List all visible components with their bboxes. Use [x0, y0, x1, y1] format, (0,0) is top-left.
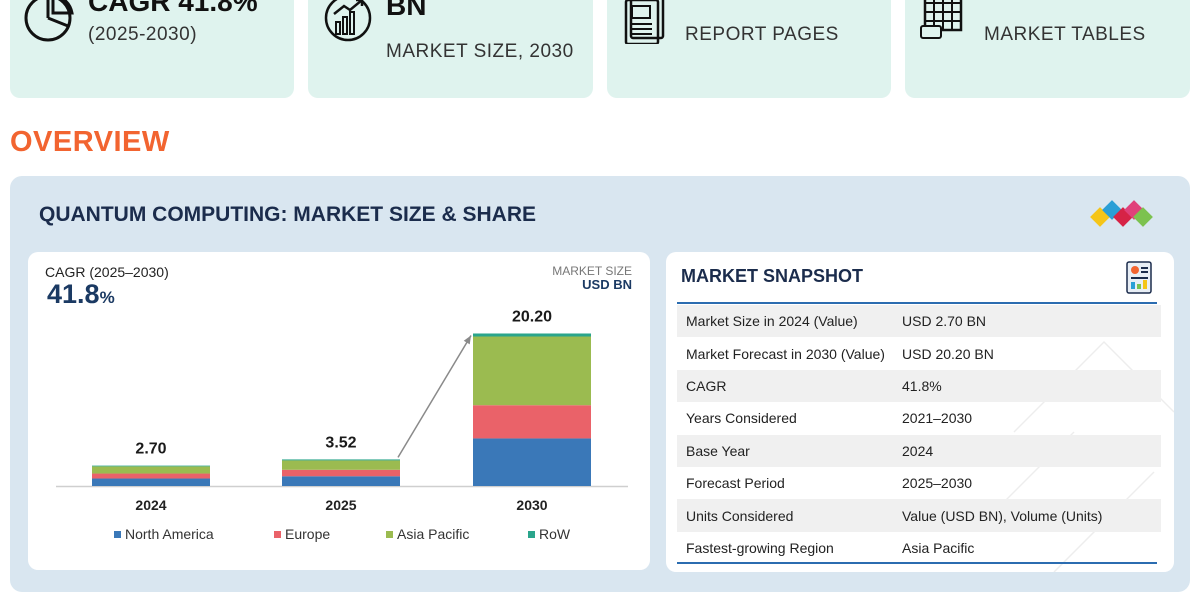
- bar-segment-europe: [282, 469, 400, 477]
- snapshot-top-rule: [677, 302, 1157, 304]
- snapshot-row-key: Market Size in 2024 (Value): [686, 313, 858, 330]
- snapshot-row-key: Market Forecast in 2030 (Value): [686, 345, 885, 362]
- snapshot-row: Forecast Period 2025–2030: [677, 467, 1161, 499]
- stat-cagr-period: (2025-2030): [88, 24, 198, 45]
- bar-segment-europe: [92, 473, 210, 479]
- bar-segment-north-america: [473, 438, 591, 486]
- overview-heading: OVERVIEW: [10, 126, 170, 158]
- stat-card-cagr: CAGR 41.8% (2025-2030): [10, 0, 294, 98]
- snapshot-table: Market Size in 2024 (Value) USD 2.70 BN Ma…: [677, 305, 1161, 564]
- stacked-bar-chart: 2.70 2024 3.52 2025 20.20 2030 North America Eu…: [56, 308, 628, 542]
- snapshot-row-value: USD 2.70 BN: [902, 313, 987, 330]
- snapshot-row-value: 2024: [902, 442, 934, 459]
- legend-swatch: [386, 531, 393, 538]
- bar-segment-north-america: [282, 476, 400, 486]
- legend-label: RoW: [539, 526, 571, 542]
- cagr-percent-sign: %: [99, 288, 115, 307]
- table-grid-icon: [920, 0, 963, 39]
- legend-swatch: [528, 531, 535, 538]
- snapshot-bottom-rule: [677, 562, 1157, 564]
- cagr-number: 41.8: [47, 279, 100, 309]
- x-tick-label: 2024: [135, 497, 166, 513]
- legend-swatch: [114, 531, 121, 538]
- snapshot-row-value: Asia Pacific: [902, 539, 975, 556]
- chart-card: CAGR (2025–2030) 41.8% MARKET SIZE USD B…: [28, 252, 650, 570]
- bar-total-label: 20.20: [512, 308, 552, 325]
- snapshot-row-key: Years Considered: [686, 410, 797, 427]
- snapshot-row-value: 2025–2030: [902, 475, 973, 492]
- bar-segment-row: [282, 459, 400, 461]
- market-size-panel: QUANTUM COMPUTING: MARKET SIZE & SHARE C…: [10, 176, 1190, 592]
- bar-segment-row: [92, 465, 210, 467]
- panel-title: QUANTUM COMPUTING: MARKET SIZE & SHARE: [39, 203, 536, 226]
- snapshot-row: Base Year 2024: [677, 434, 1161, 467]
- snapshot-row: CAGR 41.8%: [677, 369, 1161, 403]
- bar-segment-north-america: [92, 478, 210, 486]
- pie-chart-icon: [24, 0, 74, 42]
- snapshot-row-key: Forecast Period: [686, 475, 785, 492]
- snapshot-row-value: Value (USD BN), Volume (Units): [902, 507, 1103, 524]
- growth-gauge-icon: [324, 0, 372, 42]
- stat-report-pages-value: 230: [685, 0, 732, 6]
- stat-market-tables-value: 220: [984, 0, 1031, 6]
- cagr-value: 41.8%: [47, 279, 115, 310]
- snapshot-title: MARKET SNAPSHOT: [681, 266, 864, 286]
- snapshot-row-key: Fastest-growing Region: [686, 539, 834, 556]
- bar-total-label: 2.70: [135, 441, 166, 458]
- stat-market-size-label: MARKET SIZE, 2030: [386, 41, 574, 62]
- brand-logo-icon: [1090, 200, 1153, 227]
- snapshot-row-value: 2021–2030: [902, 410, 973, 427]
- snapshot-row-key: Base Year: [686, 442, 750, 459]
- stat-card-report-pages: 230 REPORT PAGES: [607, 0, 891, 98]
- x-tick-label: 2025: [325, 497, 356, 513]
- bar-segment-europe: [473, 405, 591, 439]
- bar-segment-row: [473, 333, 591, 337]
- snapshot-row: Market Size in 2024 (Value) USD 2.70 BN: [677, 305, 1161, 338]
- decorative-background-lines: [994, 340, 1174, 572]
- x-tick-label: 2030: [516, 497, 547, 513]
- legend-label: North America: [125, 526, 214, 542]
- snapshot-row: Market Forecast in 2030 (Value) USD 20.20…: [677, 337, 1161, 369]
- snapshot-row-value: 41.8%: [902, 377, 942, 394]
- legend-label: Asia Pacific: [397, 526, 469, 542]
- legend-label: Europe: [285, 526, 330, 542]
- growth-arrow-head: [463, 335, 471, 345]
- cagr-label: CAGR (2025–2030): [45, 264, 169, 280]
- snapshot-row-value: USD 20.20 BN: [902, 345, 994, 362]
- snapshot-row: Fastest-growing Region Asia Pacific: [677, 532, 1161, 564]
- unit-label: MARKET SIZE: [552, 264, 632, 278]
- growth-arrow-line: [397, 335, 472, 458]
- stat-report-pages-label: REPORT PAGES: [685, 24, 839, 45]
- unit-value: USD BN: [582, 277, 632, 292]
- snapshot-row-key: Units Considered: [686, 507, 794, 524]
- stat-market-size-value: BN: [386, 0, 427, 21]
- snapshot-row: Units Considered Value (USD BN), Volume (…: [677, 499, 1161, 532]
- bar-total-label: 3.52: [325, 434, 356, 451]
- legend-swatch: [274, 531, 281, 538]
- stat-card-market-size: BN MARKET SIZE, 2030: [308, 0, 593, 98]
- snapshot-report-icon: [1126, 261, 1152, 294]
- bar-segment-asia-pacific: [473, 336, 591, 406]
- market-snapshot-card: MARKET SNAPSHOT Market Size in 2024 (Val…: [666, 252, 1174, 572]
- stat-cagr-value: CAGR 41.8%: [88, 0, 258, 17]
- stat-market-tables-label: MARKET TABLES: [984, 24, 1146, 45]
- snapshot-row: Years Considered 2021–2030: [677, 402, 1161, 434]
- stat-card-market-tables: 220 MARKET TABLES: [905, 0, 1190, 98]
- snapshot-row-key: CAGR: [686, 377, 727, 394]
- bar-segment-asia-pacific: [282, 460, 400, 470]
- report-document-icon: [624, 0, 665, 44]
- bar-segment-asia-pacific: [92, 466, 210, 474]
